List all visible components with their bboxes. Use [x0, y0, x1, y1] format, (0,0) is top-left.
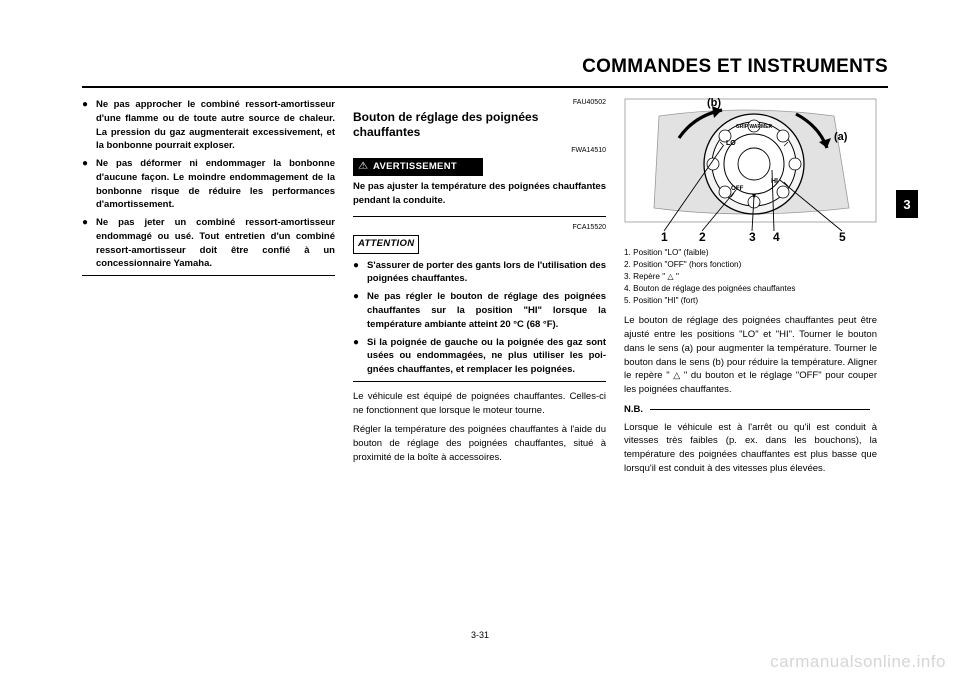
bullet-icon: ●	[82, 216, 96, 271]
paragraph: Le véhicule est équipé de poignées chauf…	[353, 390, 606, 418]
ref-code: FCA15520	[353, 223, 606, 233]
list-item: ● Ne pas approcher le combiné res­sort-a…	[82, 98, 335, 153]
svg-text:1: 1	[661, 230, 668, 243]
bullet-text: Ne pas approcher le combiné res­sort-amo…	[96, 98, 335, 153]
bullet-text: S'assurer de porter des gants lors de l'…	[367, 259, 606, 287]
bullet-list-col1: ● Ne pas approcher le combiné res­sort-a…	[82, 98, 335, 271]
warning-icon: ⚠	[353, 158, 373, 176]
column-3: GRIP WARMER LO OFF HI	[624, 98, 877, 482]
bullet-icon: ●	[353, 259, 367, 287]
figure-caption: 1. Position "LO" (faible) 2. Position "O…	[624, 247, 877, 306]
warning-label: AVERTISSEMENT	[373, 158, 483, 176]
off-label: OFF	[731, 185, 744, 192]
rule	[82, 275, 335, 276]
bullet-text: Si la poignée de gauche ou la poi­gnée d…	[367, 336, 606, 377]
svg-text:2: 2	[699, 230, 706, 243]
ref-code: FWA14510	[353, 146, 606, 156]
caption-line: 1. Position "LO" (faible)	[624, 247, 877, 258]
svg-text:5: 5	[839, 230, 846, 243]
column-2: FAU40502 Bouton de réglage des poignées …	[353, 98, 606, 482]
arrow-a-label: (a)	[834, 131, 848, 143]
caption-line: 4. Bouton de réglage des poignées chauff…	[624, 283, 877, 294]
bullet-text: Ne pas jeter un combiné ressort-amortiss…	[96, 216, 335, 271]
paragraph: Régler la température des poignées chauf…	[353, 423, 606, 464]
bullet-icon: ●	[82, 98, 96, 153]
bullet-icon: ●	[353, 336, 367, 377]
attention-box: ATTENTION	[353, 235, 419, 254]
list-item: ● S'assurer de porter des gants lors de …	[353, 259, 606, 287]
section-title: Bouton de réglage des poignées chauffant…	[353, 110, 606, 140]
svg-text:4: 4	[773, 230, 780, 243]
rule	[353, 381, 606, 382]
caption-line: 5. Position "HI" (fort)	[624, 295, 877, 306]
bullet-icon: ●	[82, 157, 96, 212]
bullet-list-attention: ● S'assurer de porter des gants lors de …	[353, 259, 606, 377]
chapter-number: 3	[903, 197, 910, 212]
page-number: 3-31	[0, 630, 960, 640]
knob-figure: GRIP WARMER LO OFF HI	[624, 98, 877, 243]
bullet-icon: ●	[353, 290, 367, 331]
nb-heading-row: N.B.	[624, 403, 877, 417]
nb-rule	[650, 409, 870, 410]
list-item: ● Ne pas régler le bouton de réglage des…	[353, 290, 606, 331]
page: COMMANDES ET INSTRUMENTS 3 ● Ne pas appr…	[0, 0, 960, 678]
nb-body: Lorsque le véhicule est à l'arrêt ou qu'…	[624, 421, 877, 476]
page-title: COMMANDES ET INSTRUMENTS	[582, 56, 888, 78]
nb-label: N.B.	[624, 404, 643, 415]
svg-text:3: 3	[749, 230, 756, 243]
bullet-text: Ne pas déformer ni endommager la bonbonn…	[96, 157, 335, 212]
warning-box: ⚠ AVERTISSEMENT	[353, 158, 483, 176]
rule	[353, 216, 606, 217]
list-item: ● Ne pas jeter un combiné ressort-amorti…	[82, 216, 335, 271]
columns: ● Ne pas approcher le combiné res­sort-a…	[82, 98, 888, 482]
watermark: carmanualsonline.info	[770, 652, 946, 672]
caption-line: 2. Position "OFF" (hors fonction)	[624, 259, 877, 270]
caption-line: 3. Repère " △ "	[624, 271, 877, 282]
warning-body: Ne pas ajuster la température des poi­gn…	[353, 180, 606, 208]
arrow-b-label: (b)	[707, 98, 721, 109]
list-item: ● Ne pas déformer ni endommager la bonbo…	[82, 157, 335, 212]
knob-svg: GRIP WARMER LO OFF HI	[624, 98, 877, 243]
ref-code: FAU40502	[353, 98, 606, 108]
grip-warmer-label: GRIP WARMER	[736, 124, 773, 130]
lo-label: LO	[726, 140, 736, 147]
list-item: ● Si la poignée de gauche ou la poi­gnée…	[353, 336, 606, 377]
chapter-tab: 3	[896, 190, 918, 218]
paragraph: Le bouton de réglage des poignées chauf­…	[624, 314, 877, 397]
column-1: ● Ne pas approcher le combiné res­sort-a…	[82, 98, 335, 482]
bullet-text: Ne pas régler le bouton de réglage des p…	[367, 290, 606, 331]
header-rule	[82, 86, 888, 88]
